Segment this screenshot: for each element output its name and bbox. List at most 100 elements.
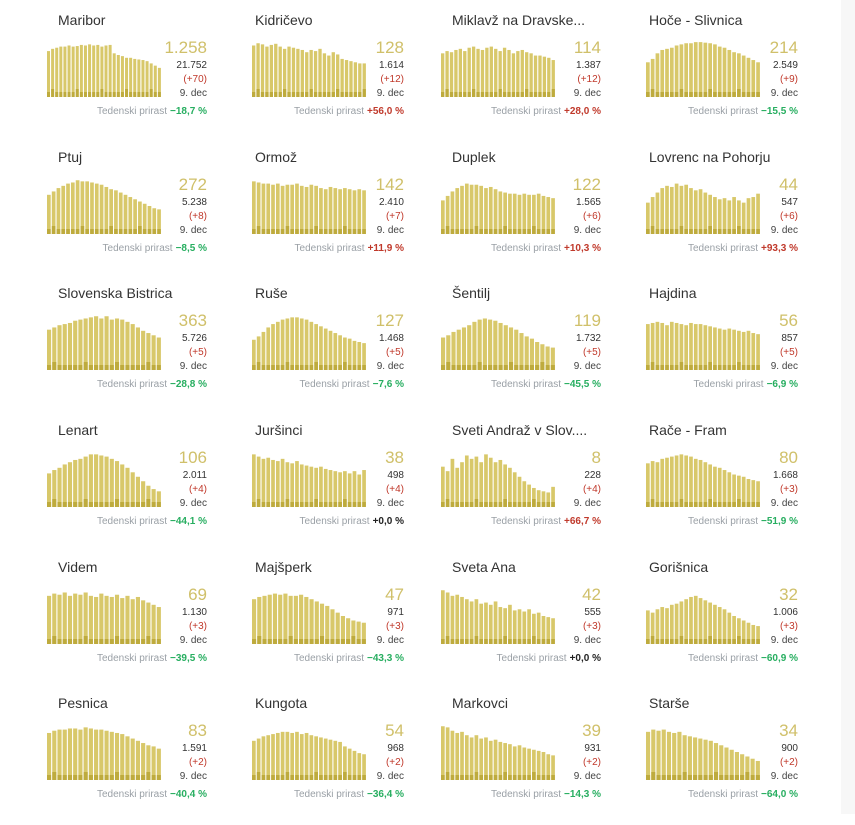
sparkline-base — [441, 229, 445, 234]
date-label: 9. dec — [573, 771, 601, 782]
sparkline-base — [265, 92, 269, 97]
municipality-card[interactable]: Ormož 142 2.410 (+7) 9. dec Tedenski prirast +… — [242, 149, 438, 279]
sparkline-base — [322, 92, 327, 97]
municipality-card[interactable]: Kungota 54 968 (+2) 9. dec Tedenski prirast −3… — [242, 695, 438, 825]
municipality-card[interactable]: Kidričevo 128 1.614 (+12) 9. dec Tedenski pri… — [242, 12, 438, 142]
sparkline-base — [280, 502, 285, 507]
municipality-card[interactable]: Sveta Ana 42 555 (+3) 9. dec Tedenski prirast… — [439, 559, 635, 689]
municipality-card[interactable]: Duplek 122 1.565 (+6) 9. dec Tedenski prirast… — [439, 149, 635, 279]
sparkline-bar — [546, 754, 551, 780]
sparkline-chart — [47, 727, 161, 780]
municipality-card[interactable]: Rače - Fram 80 1.668 (+3) 9. dec Tedenski pri… — [636, 422, 832, 552]
sparkline-bar — [357, 342, 362, 370]
sparkline-base — [646, 92, 650, 97]
municipality-card[interactable]: Videm 69 1.130 (+3) 9. dec Tedenski prirast −3… — [45, 559, 241, 689]
municipality-card[interactable]: Ruše 127 1.468 (+5) 9. dec Tedenski prirast −7… — [242, 285, 438, 415]
sparkline-base — [79, 92, 83, 97]
sparkline-bar — [331, 52, 335, 97]
sparkline-bar — [679, 601, 684, 644]
weekly-growth: Tedenski prirast −6,9 % — [694, 379, 798, 390]
municipality-card[interactable]: Hoče - Slivnica 214 2.549 (+9) 9. dec Tedensk… — [636, 12, 832, 142]
sparkline-base — [661, 775, 666, 780]
sparkline-bar — [288, 595, 293, 644]
sparkline-bar — [646, 731, 651, 780]
sparkline-base — [445, 636, 450, 644]
sparkline-base — [47, 775, 52, 780]
sparkline-bar — [323, 468, 328, 507]
municipality-card[interactable]: Slovenska Bistrica 363 5.726 (+5) 9. dec Tede… — [45, 285, 241, 415]
sparkline-bar — [114, 594, 120, 644]
municipality-card[interactable]: Juršinci 38 498 (+4) 9. dec Tedenski prirast +… — [242, 422, 438, 552]
sparkline-base — [741, 639, 746, 644]
sparkline-bar — [674, 455, 679, 507]
sparkline-bar — [741, 620, 746, 644]
municipality-card[interactable]: Lenart 106 2.011 (+4) 9. dec Tedenski prirast… — [45, 422, 241, 552]
municipality-card[interactable]: Šentilj 119 1.732 (+5) 9. dec Tedenski priras… — [439, 285, 635, 415]
municipality-card[interactable]: Sveti Andraž v Slov.... 8 228 (+4) 9. dec Ted… — [439, 422, 635, 552]
sparkline-bar — [75, 46, 79, 97]
date-label: 9. dec — [376, 498, 404, 509]
sparkline-base — [47, 365, 52, 370]
sparkline-base — [684, 92, 689, 97]
weekly-growth-value: −15,5 % — [761, 106, 798, 117]
sparkline-base — [338, 775, 342, 780]
municipality-card[interactable]: Majšperk 47 971 (+3) 9. dec Tedenski prirast −… — [242, 559, 438, 689]
sparkline-bar — [304, 319, 309, 370]
sparkline-bar — [351, 620, 356, 644]
sparkline-bar — [252, 339, 256, 370]
sparkline-base — [323, 365, 328, 370]
total-cases: 5.238 — [181, 197, 207, 208]
sparkline-base — [47, 92, 51, 97]
sparkline-base — [727, 92, 732, 97]
municipality-card[interactable]: Miklavž na Dravske... 114 1.387 (+12) 9. dec… — [439, 12, 635, 142]
sparkline-bar — [352, 340, 357, 370]
total-cases: 5.726 — [181, 333, 207, 344]
sparkline-bar — [684, 184, 689, 234]
sparkline-base — [83, 92, 87, 97]
sparkline-base — [338, 502, 342, 507]
sparkline-bar — [445, 51, 449, 97]
weekly-growth: Tedenski prirast −8,5 % — [103, 243, 207, 254]
sparkline-bar — [67, 462, 73, 507]
municipality-card[interactable]: Starše 34 900 (+2) 9. dec Tedenski prirast −64… — [636, 695, 832, 825]
sparkline-bar — [455, 594, 460, 644]
municipality-card[interactable]: Gorišnica 32 1.006 (+3) 9. dec Tedenski prira… — [636, 559, 832, 689]
sparkline-base — [689, 92, 693, 97]
sparkline-base — [104, 502, 109, 507]
sparkline-base — [684, 229, 689, 234]
sparkline-chart — [646, 183, 760, 234]
municipality-card[interactable]: Lovrenc na Pohorju 44 547 (+6) 9. dec Tedensk… — [636, 149, 832, 279]
municipality-card[interactable]: Maribor 1.258 21.752 (+70) 9. dec Tedenski pr… — [45, 12, 241, 142]
sparkline-base — [314, 226, 318, 234]
weekly-growth-label: Tedenski prirast — [687, 653, 759, 664]
sparkline-base — [104, 229, 109, 234]
sparkline-base — [130, 775, 135, 780]
sparkline-base — [476, 92, 480, 97]
municipality-card[interactable]: Ptuj 272 5.238 (+8) 9. dec Tedenski prirast −8… — [45, 149, 241, 279]
sparkline-bar — [713, 44, 717, 97]
sparkline-bar — [299, 185, 304, 234]
date-label: 9. dec — [179, 225, 207, 236]
sparkline-base — [271, 502, 275, 507]
sparkline-base — [78, 365, 83, 370]
municipality-card[interactable]: Pesnica 83 1.591 (+2) 9. dec Tedenski prirast… — [45, 695, 241, 825]
sparkline-base — [55, 92, 59, 97]
sparkline-base — [104, 639, 109, 644]
sparkline-base — [309, 89, 313, 97]
sparkline-bar — [293, 595, 298, 644]
sparkline-base — [146, 772, 151, 780]
sparkline-bar — [550, 347, 555, 370]
municipality-card[interactable]: Hajdina 56 857 (+5) 9. dec Tedenski prirast −6… — [636, 285, 832, 415]
sparkline-bar — [503, 325, 508, 370]
sparkline-bar — [252, 740, 256, 780]
sparkline-bar — [551, 60, 555, 97]
daily-delta: (+6) — [582, 211, 601, 222]
municipality-card[interactable]: Markovci 39 931 (+2) 9. dec Tedenski prirast −… — [439, 695, 635, 825]
sparkline-base — [547, 92, 551, 97]
total-cases: 1.387 — [575, 60, 601, 71]
sparkline-bar — [484, 602, 488, 644]
sparkline-bar — [280, 319, 285, 370]
sparkline-bar — [467, 47, 471, 97]
sparkline-bar — [125, 321, 130, 370]
sparkline-bar — [493, 739, 498, 780]
